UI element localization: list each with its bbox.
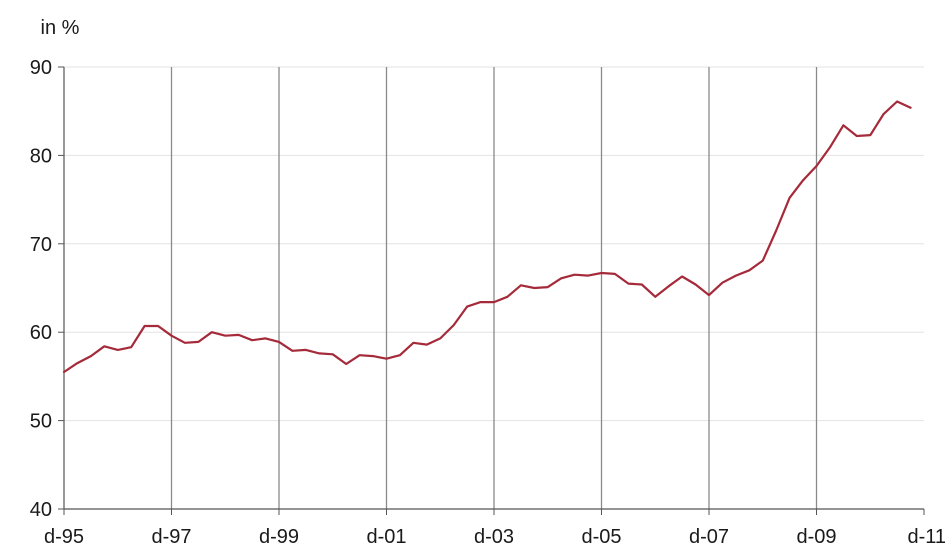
x-tick-label: d-95 <box>44 526 84 548</box>
x-tick-label: d-07 <box>689 526 729 548</box>
x-axis-ticks: d-95 d-97 d-99 d-01 d-03 d-05 d-07 d-09 d-11 <box>44 509 946 548</box>
y-tick-label: 70 <box>30 234 52 256</box>
y-axis-unit-label: in % <box>41 17 80 39</box>
y-tick-label: 40 <box>30 499 52 521</box>
x-tick-label: d-03 <box>474 526 514 548</box>
series-line <box>62 100 912 374</box>
x-tick-label: d-99 <box>259 526 299 548</box>
series-group <box>62 100 912 374</box>
x-tick-label: d-01 <box>366 526 406 548</box>
y-tick-label: 50 <box>30 411 52 433</box>
y-axis-ticks: 40 50 60 70 80 90 <box>30 57 64 521</box>
x-tick-label: d-05 <box>581 526 621 548</box>
x-tick-label: d-97 <box>151 526 191 548</box>
gridlines <box>64 66 924 509</box>
y-tick-label: 60 <box>30 322 52 344</box>
y-tick-label: 90 <box>30 57 52 79</box>
x-tick-label: d-11 <box>907 526 946 548</box>
x-tick-label: d-09 <box>796 526 836 548</box>
y-tick-label: 80 <box>30 145 52 167</box>
